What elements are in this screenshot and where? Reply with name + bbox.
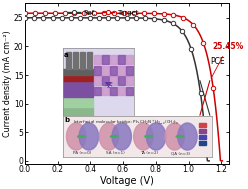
Legend: Ref., Target: Ref., Target [65, 7, 141, 19]
Text: PCE: PCE [210, 57, 225, 66]
Text: 25.45%: 25.45% [211, 42, 244, 78]
X-axis label: Voltage (V): Voltage (V) [100, 176, 154, 186]
Y-axis label: Current density (mA cm⁻²): Current density (mA cm⁻²) [3, 30, 12, 137]
